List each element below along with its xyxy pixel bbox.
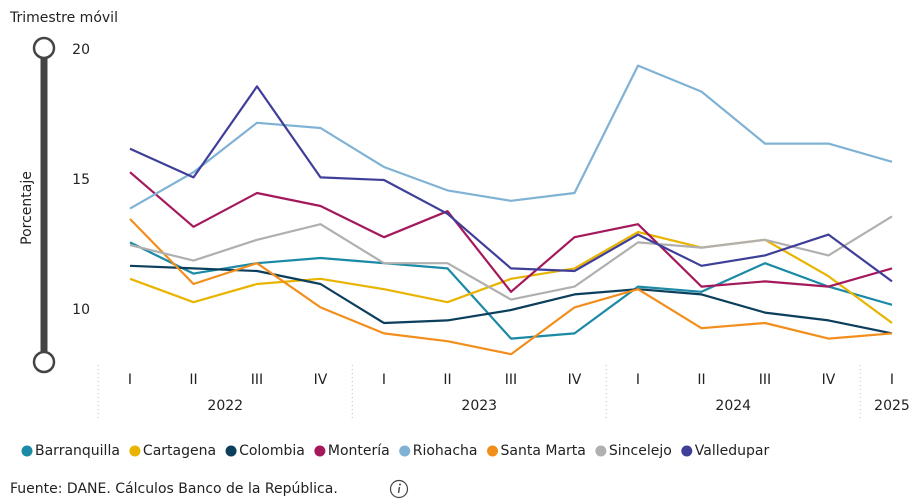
legend-dot — [314, 445, 326, 457]
x-group-label: 2022 — [207, 398, 243, 414]
x-tick-label: II — [697, 372, 705, 388]
legend-label: Colombia — [239, 443, 305, 459]
y-tick-label: 10 — [72, 302, 90, 318]
legend-dot — [487, 445, 499, 457]
info-icon[interactable] — [389, 479, 409, 499]
legend-label: Santa Marta — [501, 443, 586, 459]
legend-dot — [681, 445, 693, 457]
x-tick-label: I — [636, 372, 640, 388]
x-group-label: 2025 — [874, 398, 910, 414]
legend-dot — [129, 445, 141, 457]
info-circle[interactable] — [389, 479, 409, 499]
legend-dot — [399, 445, 411, 457]
legend-label: Sincelejo — [609, 443, 672, 459]
legend-label: Cartagena — [143, 443, 216, 459]
info-dot — [399, 483, 401, 486]
series-line — [129, 85, 893, 283]
legend-label: Montería — [328, 443, 390, 459]
slider-handle[interactable] — [32, 350, 56, 374]
legend-dot — [21, 445, 33, 457]
legend-label: Riohacha — [413, 443, 478, 459]
x-tick-label: IV — [568, 372, 582, 388]
y-axis-label: Porcentaje — [19, 171, 35, 245]
x-group-label: 2023 — [461, 398, 497, 414]
x-tick-label: III — [759, 372, 771, 388]
series-line — [129, 171, 893, 293]
series-line — [129, 218, 893, 356]
x-tick-label: II — [443, 372, 451, 388]
x-tick-label: I — [128, 372, 132, 388]
x-tick-label: I — [382, 372, 386, 388]
legend-dot — [225, 445, 237, 457]
y-tick-label: 15 — [72, 172, 90, 188]
y-tick-label: 20 — [72, 42, 90, 58]
x-tick-label: III — [505, 372, 517, 388]
legend-label: Barranquilla — [35, 443, 120, 459]
slider-handle[interactable] — [32, 36, 56, 60]
series-line — [129, 215, 893, 301]
x-tick-label: IV — [314, 372, 328, 388]
x-tick-label: IV — [822, 372, 836, 388]
chart-title: Trimestre móvil — [9, 10, 118, 26]
source-note: Fuente: DANE. Cálculos Banco de la Repúb… — [10, 481, 338, 497]
x-group-label: 2024 — [715, 398, 751, 414]
x-tick-label: III — [251, 372, 263, 388]
x-tick-label: II — [189, 372, 197, 388]
legend-label: Valledupar — [695, 443, 770, 459]
series-line — [129, 64, 893, 210]
legend-dot — [595, 445, 607, 457]
info-stem — [397, 486, 401, 494]
x-tick-label: I — [890, 372, 894, 388]
series-line — [129, 264, 893, 335]
